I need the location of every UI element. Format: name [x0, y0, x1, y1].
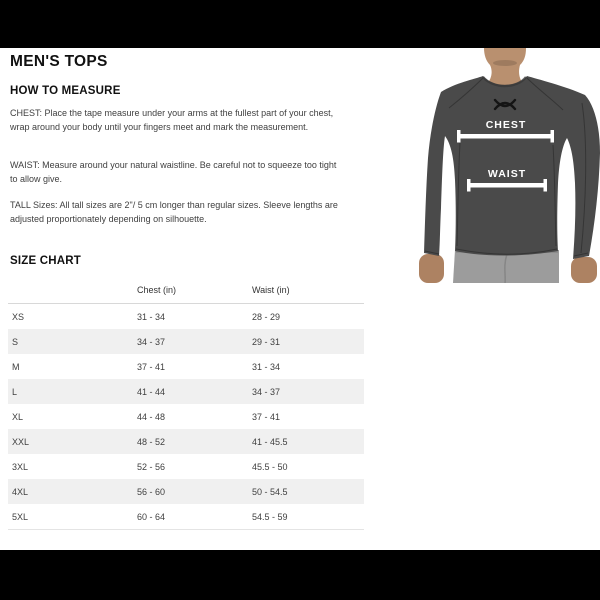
- chest-measure-paragraph: CHEST: Place the tape measure under your…: [10, 108, 334, 132]
- page-title: MEN'S TOPS: [10, 53, 108, 70]
- table-row-xs: XS 31 - 34 28 - 29: [8, 304, 364, 330]
- chest-bar-label: CHEST: [486, 119, 527, 131]
- chest-cell: 48 - 52: [137, 436, 166, 447]
- chest-cell: 44 - 48: [137, 411, 166, 422]
- size-cell: XS: [12, 311, 25, 322]
- waist-cell: 54.5 - 59: [248, 504, 364, 530]
- how-to-measure-heading: HOW TO MEASURE: [10, 85, 121, 97]
- column-header-size: [8, 277, 133, 304]
- chest-measure-bar: CHEST: [457, 119, 554, 143]
- chest-cell: 41 - 44: [137, 386, 166, 397]
- size-cell: XL: [12, 411, 24, 422]
- table-row-xl: XL 44 - 48 37 - 41: [8, 404, 364, 429]
- table-row-s: S 34 - 37 29 - 31: [8, 329, 364, 354]
- chest-cell: 34 - 37: [137, 336, 166, 347]
- waist-cell: 41 - 45.5: [252, 436, 288, 447]
- tall-sizes-paragraph: TALL Sizes: All tall sizes are 2"/ 5 cm …: [10, 200, 338, 224]
- size-chart-table: Chest (in) Waist (in) XS 31 - 34 28 - 29…: [8, 277, 364, 530]
- size-cell: L: [12, 386, 18, 397]
- shirt-seams: [424, 76, 589, 257]
- shirt-graphic: [424, 76, 600, 259]
- chest-cell: 56 - 60: [137, 486, 166, 497]
- waist-cell: 28 - 29: [252, 311, 281, 322]
- waist-measure-paragraph: WAIST: Measure around your natural waist…: [10, 160, 337, 184]
- hands-graphic: [419, 254, 597, 283]
- size-cell: 4XL: [12, 486, 29, 497]
- model-figure-svg: CHEST WAIST: [419, 48, 600, 284]
- neck-graphic: [484, 48, 526, 85]
- size-cell: 3XL: [12, 461, 29, 472]
- table-row-xxl: XXL 48 - 52 41 - 45.5: [8, 429, 364, 454]
- chest-cell: 37 - 41: [137, 361, 166, 372]
- table-row-m: M 37 - 41 31 - 34: [8, 354, 364, 379]
- chest-cell: 31 - 34: [137, 311, 166, 322]
- table-row-l: L 41 - 44 34 - 37: [8, 379, 364, 404]
- table-row-5xl: 5XL 60 - 64 54.5 - 59: [8, 504, 364, 530]
- waist-cell: 45.5 - 50: [252, 461, 288, 472]
- size-chart-heading: SIZE CHART: [10, 255, 81, 267]
- size-cell: 5XL: [8, 504, 133, 530]
- waist-cell: 50 - 54.5: [252, 486, 288, 497]
- top-black-band: [0, 0, 600, 48]
- column-header-waist: Waist (in): [248, 277, 364, 304]
- waist-cell: 29 - 31: [252, 336, 281, 347]
- waist-measure-bar: WAIST: [467, 168, 547, 192]
- waist-cell: 31 - 34: [252, 361, 281, 372]
- waist-cell: 34 - 37: [252, 386, 281, 397]
- size-cell: XXL: [12, 436, 30, 447]
- size-chart-header-row: Chest (in) Waist (in): [8, 277, 364, 304]
- column-header-chest: Chest (in): [133, 277, 248, 304]
- bottom-black-band: [0, 550, 600, 600]
- under-armour-logo-icon: [493, 98, 517, 111]
- table-row-4xl: 4XL 56 - 60 50 - 54.5: [8, 479, 364, 504]
- chest-cell: 52 - 56: [137, 461, 166, 472]
- size-cell: M: [12, 361, 20, 372]
- size-cell: S: [12, 336, 19, 347]
- waist-bar-label: WAIST: [488, 168, 526, 180]
- chest-cell: 60 - 64: [133, 504, 248, 530]
- table-row-3xl: 3XL 52 - 56 45.5 - 50: [8, 454, 364, 479]
- model-figure-image: CHEST WAIST: [383, 48, 600, 284]
- waist-cell: 37 - 41: [252, 411, 281, 422]
